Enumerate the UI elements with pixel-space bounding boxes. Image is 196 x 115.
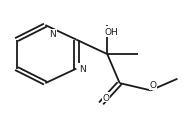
Text: N: N xyxy=(79,65,86,73)
Text: N: N xyxy=(50,30,56,39)
Text: O: O xyxy=(149,81,156,90)
Text: O: O xyxy=(102,93,109,102)
Text: OH: OH xyxy=(105,28,119,37)
